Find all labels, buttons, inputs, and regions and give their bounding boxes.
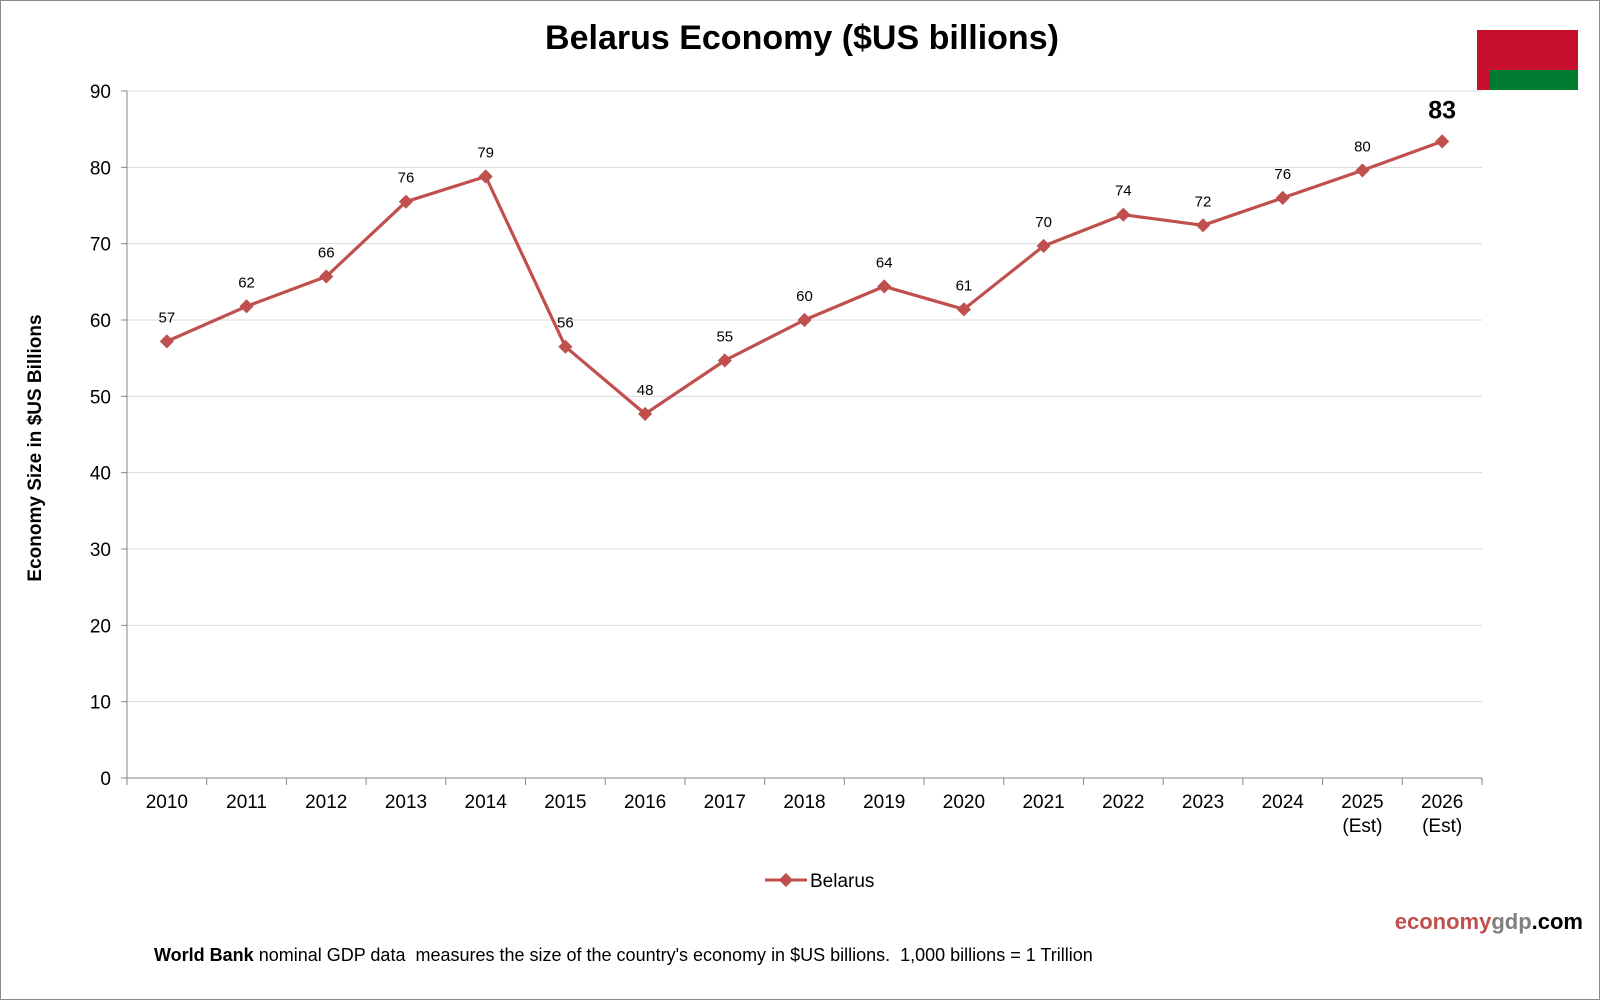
data-point-8	[797, 312, 812, 328]
data-label-9: 64	[876, 254, 893, 271]
data-label-10: 61	[956, 277, 973, 294]
y-tick-label-60: 60	[90, 311, 111, 332]
footnote: World Bank nominal GDP data measures the…	[119, 945, 1118, 965]
x-tick-label-12: 2022	[1102, 792, 1144, 813]
series-belarus	[159, 134, 1450, 421]
data-point-9	[877, 279, 892, 294]
y-tick-label-40: 40	[90, 464, 111, 485]
brand-watermark: economygdp.com	[1395, 909, 1583, 934]
y-tick-label-30: 30	[90, 540, 111, 561]
x-tick-label-16-sub: (Est)	[1422, 816, 1462, 837]
axes	[126, 91, 1482, 779]
y-axis-title: Economy Size in $US Billions	[25, 314, 46, 581]
data-label-1: 62	[238, 274, 255, 291]
x-tick-label-16: 2026	[1421, 792, 1463, 813]
data-label-15: 80	[1354, 138, 1371, 155]
data-point-12	[1116, 207, 1131, 222]
legend-marker	[778, 872, 794, 888]
data-point-1	[239, 299, 254, 314]
data-label-8: 60	[796, 288, 813, 305]
flag-ornament	[1477, 30, 1490, 90]
y-tick-label-50: 50	[90, 387, 111, 408]
x-tick-label-2: 2012	[305, 792, 347, 813]
y-tick-label-90: 90	[90, 82, 111, 103]
brand-part-com: .com	[1532, 909, 1583, 934]
brand-part-gdp: gdp	[1491, 909, 1531, 934]
data-point-4	[478, 169, 493, 184]
data-point-6	[638, 406, 653, 421]
flag-green-band	[1490, 70, 1578, 90]
x-tick-label-15-sub: (Est)	[1342, 816, 1382, 837]
data-point-7	[717, 353, 732, 368]
legend-entry-belarus: Belarus	[810, 871, 874, 892]
y-tick-label-20: 20	[90, 616, 111, 637]
legend: Belarus	[765, 871, 874, 892]
data-point-14	[1275, 190, 1290, 205]
brand-part-economy: economy	[1395, 909, 1492, 934]
data-point-0	[159, 334, 174, 349]
x-tick-label-1: 2011	[226, 792, 267, 813]
data-point-13	[1195, 218, 1211, 233]
data-labels: 57 62 66 76 79 56 48 55 60 64 61 70 74 72 76 80 83	[159, 96, 1457, 399]
x-tick-label-15: 2025	[1341, 792, 1383, 813]
x-tick-label-3: 2013	[385, 792, 427, 813]
y-axis-ticks: 0 10 20 30 40 50 60 70 80 90	[90, 82, 127, 790]
x-tick-label-9: 2019	[863, 792, 905, 813]
x-tick-label-13: 2023	[1182, 792, 1224, 813]
x-tick-label-0: 2010	[146, 792, 188, 813]
data-point-5	[558, 339, 573, 354]
belarus-flag-icon	[1477, 30, 1578, 90]
data-label-4: 79	[477, 144, 494, 161]
x-tick-label-14: 2024	[1262, 792, 1305, 813]
x-axis-ticks: 2010 2011 2012 2013 2014 2015 2016 2017 2018 2019…	[126, 778, 1483, 837]
y-tick-label-70: 70	[90, 235, 111, 256]
flag-red-band	[1490, 30, 1578, 70]
data-label-7: 55	[716, 328, 733, 345]
x-tick-label-11: 2021	[1022, 792, 1064, 813]
data-point-16	[1435, 134, 1450, 149]
data-label-2: 66	[318, 244, 335, 261]
footnote-source: World Bank	[154, 945, 255, 965]
data-point-3	[398, 194, 414, 209]
data-label-13: 72	[1195, 193, 1212, 210]
chart-title: Belarus Economy ($US billions)	[545, 19, 1059, 57]
data-label-14: 76	[1274, 166, 1291, 183]
data-label-12: 74	[1115, 183, 1132, 200]
x-tick-label-7: 2017	[704, 792, 746, 813]
footnote-text: nominal GDP data measures the size of th…	[254, 945, 1093, 965]
x-tick-label-5: 2015	[544, 792, 586, 813]
series-line-belarus	[166, 139, 1443, 416]
data-point-10	[956, 302, 971, 317]
x-tick-label-6: 2016	[624, 792, 666, 813]
x-tick-label-10: 2020	[943, 792, 985, 813]
x-tick-label-8: 2018	[783, 792, 825, 813]
data-label-0: 57	[159, 309, 176, 326]
data-point-15	[1355, 163, 1370, 178]
data-label-3: 76	[398, 170, 415, 187]
data-label-16: 83	[1428, 96, 1456, 124]
x-tick-label-4: 2014	[465, 792, 508, 813]
data-point-2	[319, 269, 334, 284]
data-label-11: 70	[1035, 214, 1052, 231]
data-point-11	[1036, 238, 1051, 254]
data-label-6: 48	[637, 382, 654, 399]
data-label-5: 56	[557, 315, 574, 332]
y-tick-label-10: 10	[90, 693, 111, 714]
y-tick-label-0: 0	[100, 769, 111, 790]
y-tick-label-80: 80	[90, 158, 111, 179]
